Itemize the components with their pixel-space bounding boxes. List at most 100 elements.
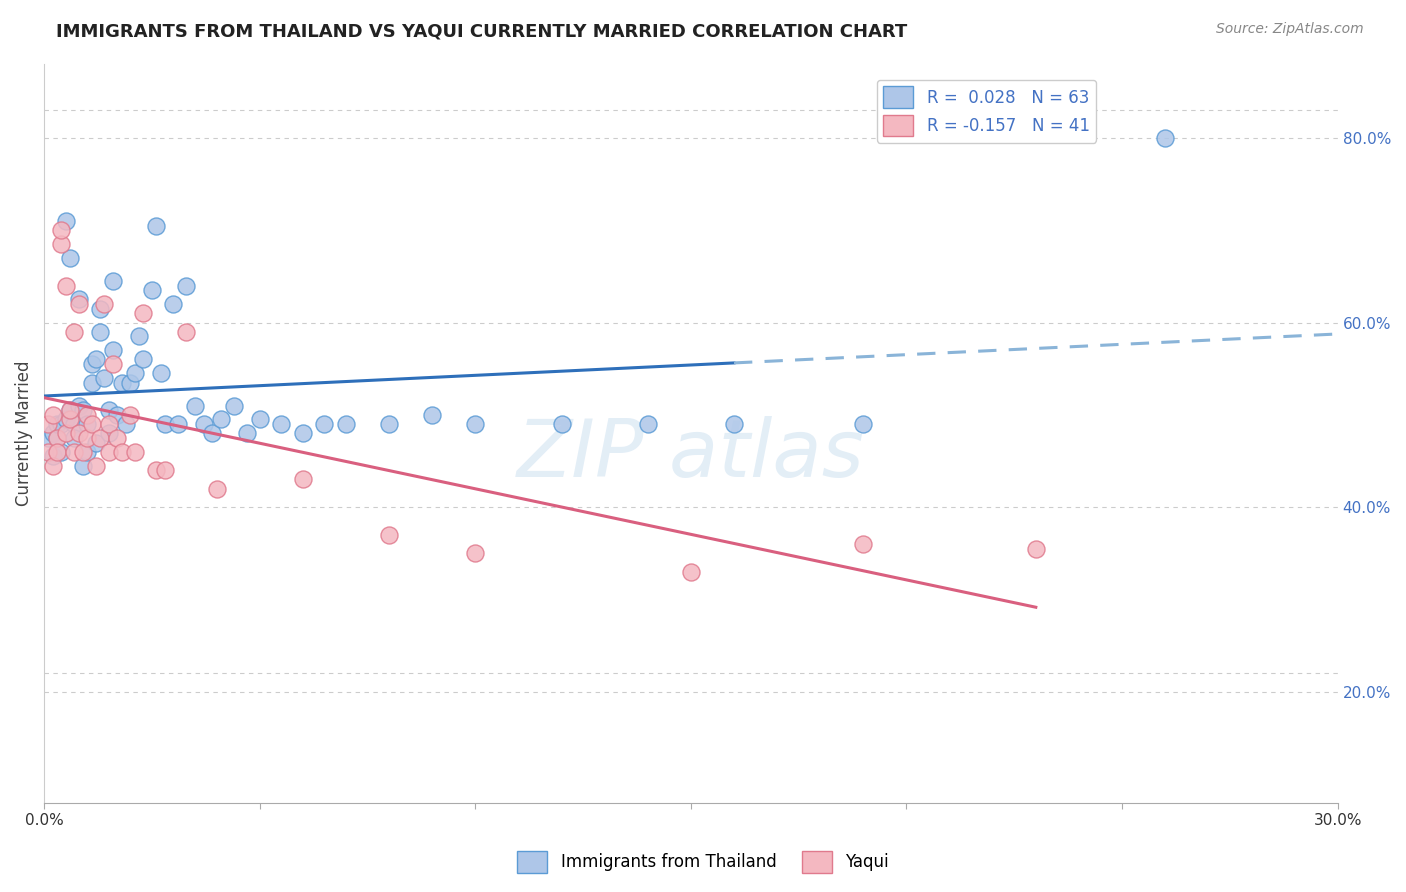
Point xyxy=(193,417,215,431)
Point xyxy=(101,343,124,358)
Point xyxy=(93,371,115,385)
Point xyxy=(59,412,82,426)
Point xyxy=(141,283,163,297)
Text: ZIP atlas: ZIP atlas xyxy=(517,417,865,494)
Point xyxy=(723,417,745,431)
Point xyxy=(46,444,69,458)
Point xyxy=(176,325,198,339)
Point xyxy=(97,403,120,417)
Point xyxy=(97,417,120,431)
Point xyxy=(291,472,314,486)
Point xyxy=(51,444,73,458)
Point xyxy=(120,408,142,422)
Point xyxy=(111,444,134,458)
Point xyxy=(46,431,69,445)
Point xyxy=(115,417,138,431)
Point xyxy=(59,251,82,265)
Point xyxy=(84,458,107,473)
Point xyxy=(51,417,73,431)
Point xyxy=(63,444,86,458)
Point xyxy=(76,444,98,458)
Point xyxy=(111,376,134,390)
Point xyxy=(420,408,443,422)
Point xyxy=(42,426,65,441)
Point xyxy=(37,431,59,445)
Point xyxy=(145,463,167,477)
Point xyxy=(76,417,98,431)
Point xyxy=(270,417,292,431)
Point xyxy=(55,278,77,293)
Point xyxy=(149,366,172,380)
Point xyxy=(72,444,94,458)
Point xyxy=(145,219,167,233)
Point xyxy=(291,426,314,441)
Point xyxy=(46,431,69,445)
Point xyxy=(37,417,59,431)
Point xyxy=(205,482,228,496)
Point xyxy=(176,278,198,293)
Point xyxy=(97,444,120,458)
Point xyxy=(101,274,124,288)
Point xyxy=(637,417,659,431)
Text: IMMIGRANTS FROM THAILAND VS YAQUI CURRENTLY MARRIED CORRELATION CHART: IMMIGRANTS FROM THAILAND VS YAQUI CURREN… xyxy=(56,22,907,40)
Point xyxy=(209,412,232,426)
Point xyxy=(55,412,77,426)
Point xyxy=(89,301,111,316)
Point xyxy=(80,376,103,390)
Point xyxy=(89,325,111,339)
Point xyxy=(76,431,98,445)
Point xyxy=(184,399,207,413)
Point xyxy=(378,417,401,431)
Point xyxy=(124,444,146,458)
Point xyxy=(550,417,572,431)
Point xyxy=(59,403,82,417)
Point xyxy=(201,426,224,441)
Point xyxy=(249,412,271,426)
Point xyxy=(63,431,86,445)
Point xyxy=(42,458,65,473)
Legend: R =  0.028   N = 63, R = -0.157   N = 41: R = 0.028 N = 63, R = -0.157 N = 41 xyxy=(877,79,1097,143)
Point xyxy=(101,357,124,371)
Point xyxy=(55,426,77,441)
Point xyxy=(72,403,94,417)
Point xyxy=(166,417,188,431)
Point xyxy=(72,458,94,473)
Point xyxy=(464,417,486,431)
Point xyxy=(59,403,82,417)
Point xyxy=(128,329,150,343)
Point xyxy=(93,297,115,311)
Point xyxy=(314,417,336,431)
Point xyxy=(46,417,69,431)
Point xyxy=(55,214,77,228)
Point xyxy=(679,565,702,579)
Point xyxy=(124,366,146,380)
Y-axis label: Currently Married: Currently Married xyxy=(15,360,32,506)
Point xyxy=(107,408,129,422)
Point xyxy=(80,417,103,431)
Point xyxy=(120,376,142,390)
Point xyxy=(335,417,357,431)
Point xyxy=(67,297,90,311)
Point xyxy=(97,426,120,441)
Point xyxy=(51,223,73,237)
Point xyxy=(1025,541,1047,556)
Point xyxy=(84,352,107,367)
Point xyxy=(852,537,875,551)
Point xyxy=(132,352,155,367)
Point xyxy=(153,417,176,431)
Point xyxy=(1154,131,1177,145)
Point xyxy=(76,408,98,422)
Point xyxy=(236,426,259,441)
Point xyxy=(42,450,65,464)
Point xyxy=(132,306,155,320)
Point xyxy=(63,325,86,339)
Point xyxy=(852,417,875,431)
Point xyxy=(464,546,486,560)
Point xyxy=(67,399,90,413)
Point xyxy=(80,357,103,371)
Point xyxy=(378,528,401,542)
Point xyxy=(222,399,245,413)
Text: Source: ZipAtlas.com: Source: ZipAtlas.com xyxy=(1216,22,1364,37)
Legend: Immigrants from Thailand, Yaqui: Immigrants from Thailand, Yaqui xyxy=(510,845,896,880)
Point xyxy=(37,444,59,458)
